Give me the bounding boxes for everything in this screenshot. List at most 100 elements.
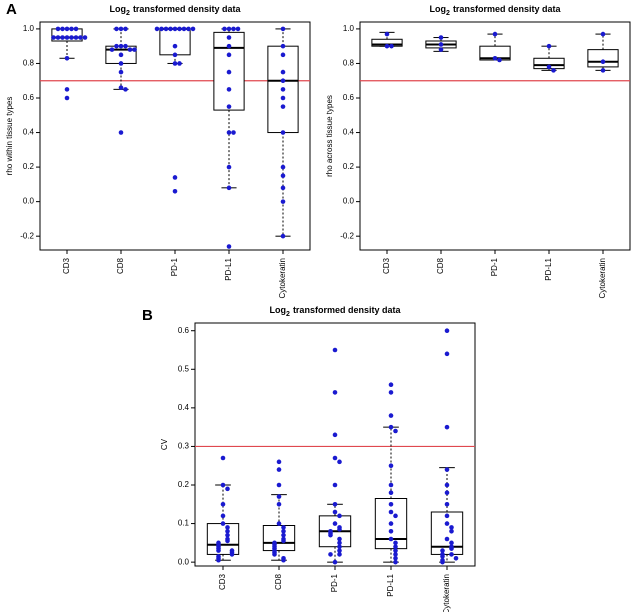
data-point <box>388 463 394 469</box>
data-point <box>281 557 286 563</box>
data-point <box>60 26 65 32</box>
chart-title: Log2 transformed density data <box>110 4 242 16</box>
data-point <box>226 26 232 32</box>
data-point <box>225 532 230 538</box>
data-point <box>123 43 128 49</box>
data-point <box>332 347 338 353</box>
data-point <box>281 538 286 544</box>
y-tick-label: 0.2 <box>23 162 35 171</box>
panel-label: B <box>142 307 153 324</box>
title-sub: 2 <box>126 10 130 17</box>
data-point <box>226 69 232 75</box>
data-point <box>438 47 444 52</box>
y-tick-label: 0.5 <box>178 364 190 373</box>
y-tick-label: 1.0 <box>343 24 355 33</box>
data-point <box>172 61 178 66</box>
y-tick-label: -0.2 <box>20 231 34 240</box>
data-point <box>118 85 124 90</box>
data-point <box>449 540 454 546</box>
data-point <box>388 528 394 534</box>
title-rest: transformed density data <box>453 4 562 14</box>
data-point <box>281 532 286 538</box>
data-point <box>444 513 450 519</box>
data-point <box>226 244 232 249</box>
data-point <box>332 390 338 395</box>
data-point <box>600 31 606 37</box>
data-point <box>216 548 221 553</box>
data-point <box>389 43 394 49</box>
data-point <box>280 130 286 135</box>
data-point <box>280 87 286 92</box>
data-point <box>132 47 137 52</box>
data-point <box>190 26 196 32</box>
data-point <box>337 552 342 557</box>
title-rest: transformed density data <box>293 305 402 315</box>
y-tick-label: 0.4 <box>23 128 35 137</box>
data-point <box>55 26 61 32</box>
data-point <box>438 42 444 47</box>
box <box>159 28 191 56</box>
data-point <box>222 26 227 32</box>
data-point <box>123 87 128 92</box>
data-point <box>69 35 74 40</box>
data-point <box>444 490 450 496</box>
data-point <box>172 43 178 49</box>
data-point <box>384 43 390 49</box>
data-point <box>276 501 282 507</box>
data-point <box>328 532 333 538</box>
data-point <box>163 26 169 32</box>
data-point <box>78 35 83 40</box>
data-point <box>225 528 230 534</box>
y-tick-label: 0.4 <box>178 403 190 412</box>
data-point <box>388 509 394 515</box>
y-tick-label: 0.0 <box>343 197 355 206</box>
chart-title: Log2 transformed density data <box>430 4 562 16</box>
data-point <box>55 35 61 40</box>
data-point <box>280 26 286 32</box>
data-point <box>337 536 342 542</box>
data-point <box>276 467 282 472</box>
data-point <box>337 548 342 553</box>
data-point <box>172 26 178 32</box>
data-point <box>172 52 178 58</box>
y-tick-label: 0.0 <box>178 557 190 566</box>
data-point <box>82 35 88 40</box>
data-point <box>64 95 70 101</box>
data-point <box>73 35 79 40</box>
data-point <box>64 26 70 32</box>
x-tick-label: Cytokeratin <box>442 574 451 612</box>
data-point <box>177 26 182 32</box>
data-point <box>492 55 498 61</box>
data-point <box>388 413 394 418</box>
data-point <box>444 424 450 430</box>
data-point <box>235 26 241 32</box>
data-point <box>388 521 394 526</box>
data-point <box>177 61 182 66</box>
data-point <box>226 52 232 58</box>
data-point <box>449 528 454 534</box>
data-point <box>64 35 70 40</box>
y-tick-label: -0.2 <box>340 231 354 240</box>
data-point <box>444 536 450 542</box>
title-main: Log <box>270 305 287 315</box>
y-tick-label: 0.8 <box>343 59 355 68</box>
data-point <box>393 548 398 553</box>
data-point <box>388 482 394 488</box>
data-point <box>440 554 445 559</box>
x-tick-label: CD3 <box>218 573 227 590</box>
data-point <box>337 527 342 532</box>
y-axis-label: CV <box>160 438 169 450</box>
y-tick-label: 0.6 <box>23 93 35 102</box>
data-point <box>60 35 65 40</box>
y-tick-label: 0.4 <box>343 128 355 137</box>
data-point <box>444 501 450 507</box>
data-point <box>226 185 232 191</box>
title-sub: 2 <box>446 10 450 17</box>
x-tick-label: CD8 <box>436 257 445 274</box>
data-point <box>280 199 286 204</box>
data-point <box>393 428 398 434</box>
data-point <box>388 501 394 507</box>
data-point <box>226 164 232 170</box>
data-point <box>546 43 552 49</box>
x-tick-label: PD-L1 <box>544 257 553 280</box>
